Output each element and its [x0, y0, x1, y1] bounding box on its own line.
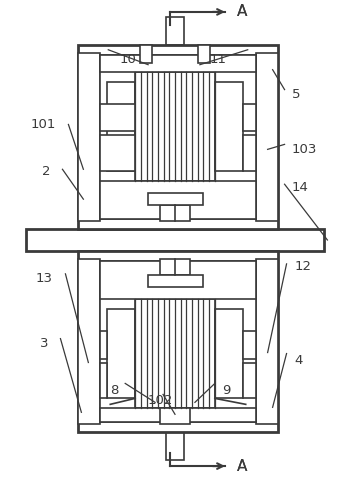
Bar — [148, 275, 203, 287]
Text: 4: 4 — [294, 354, 303, 367]
Bar — [160, 408, 190, 424]
Bar — [160, 259, 190, 275]
Text: 14: 14 — [292, 181, 308, 194]
Text: A: A — [237, 4, 247, 20]
Bar — [243, 331, 256, 358]
Bar — [243, 136, 256, 171]
Bar — [100, 103, 135, 131]
Text: 11: 11 — [210, 53, 227, 66]
Text: 10: 10 — [119, 53, 136, 66]
Bar — [100, 261, 256, 299]
Text: A: A — [237, 458, 247, 474]
Bar — [100, 181, 256, 219]
Bar — [26, 229, 324, 251]
Bar — [78, 251, 278, 432]
Bar — [166, 432, 184, 460]
Bar — [215, 309, 243, 399]
Bar — [107, 309, 135, 399]
Bar — [160, 205, 190, 221]
Bar — [135, 299, 215, 408]
Text: 13: 13 — [35, 273, 52, 285]
Bar — [148, 193, 203, 205]
Bar — [100, 408, 256, 422]
Text: A: A — [237, 458, 247, 474]
Bar — [166, 17, 184, 45]
Bar — [243, 363, 256, 399]
Text: 3: 3 — [40, 337, 49, 350]
Bar — [107, 81, 135, 171]
Bar — [256, 259, 278, 424]
Text: 12: 12 — [294, 261, 312, 274]
Text: 102: 102 — [147, 394, 173, 407]
Text: 103: 103 — [292, 143, 317, 156]
Bar — [78, 259, 100, 424]
Bar — [100, 136, 135, 171]
Bar — [78, 53, 100, 221]
Bar — [100, 363, 107, 399]
Bar — [256, 53, 278, 221]
Bar — [140, 45, 152, 63]
Text: 5: 5 — [292, 88, 300, 101]
Text: 8: 8 — [110, 384, 118, 397]
Bar — [100, 55, 256, 219]
Bar — [100, 261, 256, 422]
Bar — [243, 103, 256, 131]
Bar — [215, 81, 243, 171]
Text: 9: 9 — [222, 384, 230, 397]
Text: 2: 2 — [42, 165, 50, 178]
Bar — [135, 72, 215, 181]
Bar — [100, 55, 256, 72]
Text: 101: 101 — [30, 118, 56, 131]
Bar — [198, 45, 210, 63]
Bar — [100, 331, 107, 358]
Bar — [78, 45, 278, 229]
Text: A: A — [237, 4, 247, 20]
